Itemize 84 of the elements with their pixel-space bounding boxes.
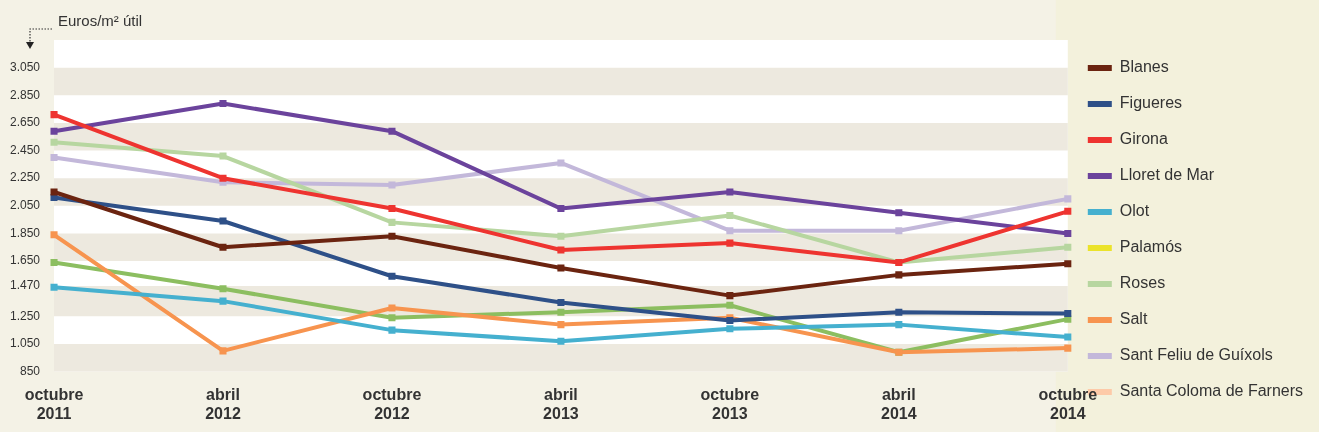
x-tick-label: octubre 2011 [24,385,84,422]
legend-label: Olot [1119,202,1150,220]
point [388,218,396,226]
y-tick-label: 2.650 [10,115,41,130]
point [557,337,565,345]
point [388,326,396,334]
legend-label: Palamós [1119,238,1183,256]
point [219,347,227,355]
point [219,297,227,305]
point [895,308,903,316]
point [388,314,396,322]
point [557,308,565,316]
y-tick-label: 2.250 [10,170,41,185]
y-tick-label: 3.050 [10,59,41,74]
point [895,271,903,279]
point [726,211,734,220]
point [895,321,903,329]
x-tick-label: abril 2012 [205,385,241,422]
y-tick-label: 2.450 [10,142,41,157]
point [219,217,227,225]
point [388,272,396,280]
point [219,285,227,293]
point [388,304,396,312]
point [50,138,58,146]
y-tick-label: 1.470 [10,278,41,293]
point [726,301,734,309]
point [557,246,565,254]
legend-label: Blanes [1119,58,1169,76]
legend-label: Santa Coloma de Farners [1119,382,1303,400]
y-tick-label: 1.650 [10,253,41,268]
point [895,209,903,217]
x-tick-label: abril 2014 [881,385,917,422]
x-tick-label: abril 2013 [543,385,579,422]
y-tick-label: 1.050 [10,336,41,351]
point [895,227,903,235]
point [219,174,227,182]
legend-label: Girona [1119,130,1168,148]
point [50,127,58,135]
point [50,111,58,119]
point [388,232,396,240]
point [1064,195,1072,203]
point [1064,310,1072,318]
point [388,127,396,135]
point [219,243,227,251]
point [50,231,58,239]
point [219,100,227,108]
point [1064,207,1072,215]
legend-label: Sant Feliu de Guíxols [1119,346,1273,364]
point [388,181,396,189]
y-tick-label: 2.050 [10,198,41,213]
point [50,153,58,161]
point [557,205,565,213]
legend-label: Figueres [1119,94,1183,112]
point [557,232,565,240]
point [557,159,565,167]
point [50,258,58,266]
point [1064,260,1072,268]
point [726,239,734,247]
legend-label: Salt [1119,310,1148,328]
point [557,321,565,329]
y-tick-label: 1.250 [10,308,41,323]
point [557,298,565,307]
point [1064,333,1072,341]
legend-label: Lloret de Mar [1119,166,1215,184]
point [50,188,58,196]
y-tick-label: 1.850 [10,225,41,240]
x-tick-label: octubre 2013 [700,385,760,422]
point [726,292,734,300]
point [557,264,565,272]
point [388,205,396,213]
point [219,152,227,160]
point [1064,243,1072,251]
x-tick-label: octubre 2012 [362,385,422,422]
point [726,227,734,235]
point [726,188,734,196]
y-tick-label: 2.850 [10,87,41,102]
point [1064,344,1072,352]
point [50,283,58,291]
y-axis-title: Euros/m² útil [58,12,143,29]
point [726,325,734,333]
y-tick-label: 850 [20,363,41,378]
point [1064,229,1072,237]
x-tick-label: octubre 2014 [1038,385,1098,422]
legend-label: Roses [1119,274,1166,292]
